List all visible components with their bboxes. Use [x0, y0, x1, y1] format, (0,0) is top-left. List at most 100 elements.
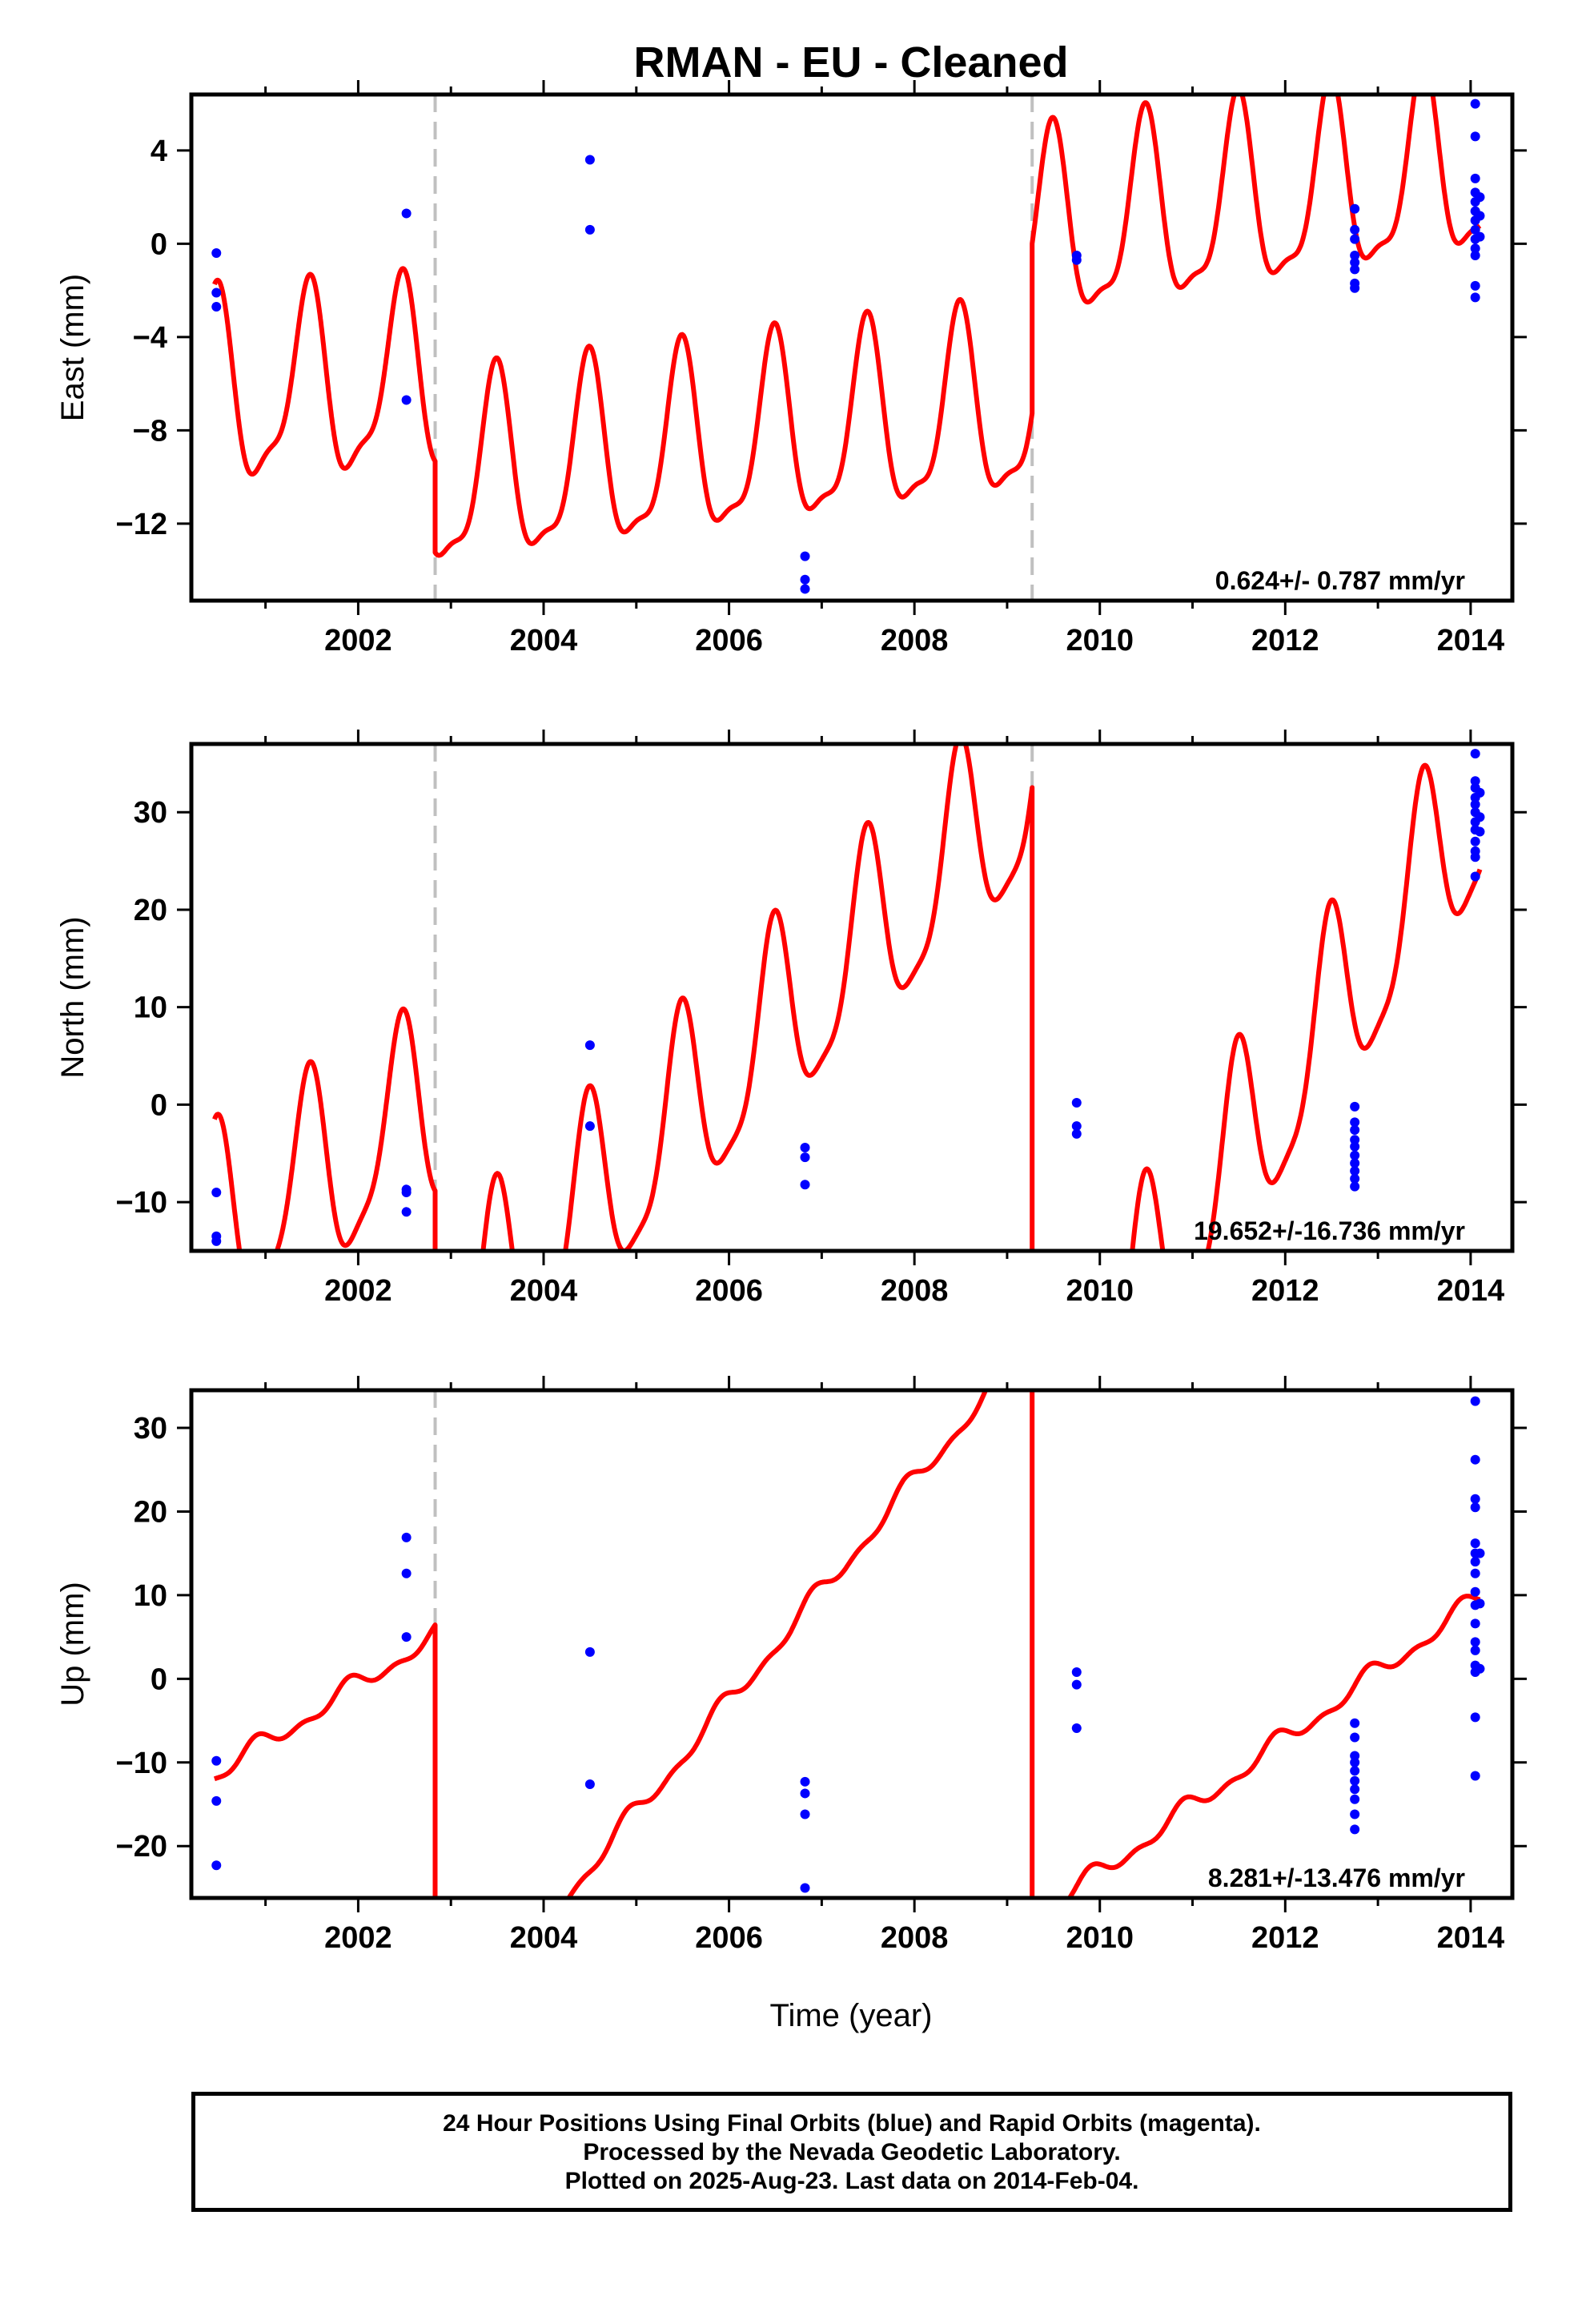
x-tick-label: 2004: [510, 624, 578, 657]
data-point: [800, 1152, 810, 1163]
data-point: [1475, 826, 1485, 837]
data-point: [211, 1755, 222, 1766]
data-point: [401, 1568, 412, 1578]
data-point: [584, 1647, 595, 1657]
data-point: [1470, 250, 1480, 260]
y-tick-label: 20: [134, 894, 167, 927]
x-tick-label: 2006: [695, 624, 763, 657]
y-tick-label: 10: [134, 991, 167, 1025]
y-tick-label: −8: [133, 414, 167, 448]
data-point: [1470, 1712, 1480, 1723]
data-point: [1350, 250, 1360, 260]
data-point: [1071, 255, 1082, 265]
north-y-axis-label: North (mm): [55, 916, 90, 1078]
x-tick-label: 2010: [1066, 1921, 1134, 1955]
x-tick-label: 2008: [881, 1921, 949, 1955]
up-rate-label: 8.281+/-13.476 mm/yr: [1208, 1864, 1465, 1892]
data-point: [800, 574, 810, 585]
data-point: [1470, 280, 1480, 291]
data-point: [1071, 1723, 1082, 1733]
data-point: [1350, 1794, 1360, 1804]
y-tick-label: 20: [134, 1495, 167, 1529]
x-tick-label: 2002: [324, 624, 392, 657]
x-tick-label: 2004: [510, 1274, 578, 1308]
x-tick-label: 2012: [1251, 1274, 1319, 1308]
data-point: [401, 1187, 412, 1197]
data-point: [1350, 1173, 1360, 1184]
footer-info-box: 24 Hour Positions Using Final Orbits (bl…: [191, 2092, 1512, 2212]
x-tick-label: 2010: [1066, 624, 1134, 657]
data-point: [1350, 1125, 1360, 1136]
data-point: [1470, 1645, 1480, 1655]
data-point: [1470, 1568, 1480, 1578]
data-point: [1470, 1502, 1480, 1513]
data-point: [401, 1532, 412, 1542]
data-point: [1475, 1663, 1485, 1674]
data-point: [1470, 1771, 1480, 1781]
data-point: [1350, 1166, 1360, 1176]
data-point: [800, 551, 810, 561]
data-point: [1350, 1757, 1360, 1767]
footer-line-orbits: 24 Hour Positions Using Final Orbits (bl…: [443, 2110, 1261, 2137]
data-point: [1475, 812, 1485, 822]
data-point: [1470, 131, 1480, 142]
data-point: [1475, 192, 1485, 203]
y-tick-label: −4: [133, 321, 167, 355]
data-point: [1470, 1396, 1480, 1406]
north-model-line: [212, 744, 1483, 1251]
up-panel: 2002 2004 2006 2008 2010 2012 2014 −20 −10 0 10 20 3…: [55, 1376, 1527, 1955]
data-point: [1350, 1751, 1360, 1761]
y-tick-label: 4: [151, 135, 167, 168]
data-point: [1071, 1128, 1082, 1139]
y-tick-label: 0: [151, 227, 167, 261]
data-point: [584, 224, 595, 235]
data-point: [1071, 1667, 1082, 1677]
data-point: [800, 1809, 810, 1819]
north-plot-frame: [189, 742, 1515, 1253]
data-point: [1470, 749, 1480, 759]
data-point: [584, 1121, 595, 1132]
data-point: [1350, 1141, 1360, 1152]
data-point: [800, 1883, 810, 1893]
data-point: [1350, 257, 1360, 267]
data-point: [1350, 1732, 1360, 1743]
data-point: [1350, 264, 1360, 275]
x-tick-label: 2012: [1251, 1921, 1319, 1955]
data-point: [401, 208, 412, 219]
data-point: [1350, 1158, 1360, 1168]
data-point: [1470, 776, 1480, 786]
data-point: [800, 1776, 810, 1787]
data-point: [1470, 1637, 1480, 1647]
data-point: [1071, 1679, 1082, 1690]
data-point: [401, 1207, 412, 1217]
data-point: [211, 1187, 222, 1197]
x-tick-label: 2002: [324, 1921, 392, 1955]
data-point: [1475, 1598, 1485, 1609]
x-tick-label: 2014: [1437, 1921, 1505, 1955]
data-point: [211, 1795, 222, 1806]
data-point: [1350, 1784, 1360, 1795]
data-point: [1475, 787, 1485, 798]
data-point: [1470, 1538, 1480, 1549]
east-panel: 2002 2004 2006 2008 2010 2012 2014 −12 −8 −4 0 4 Eas…: [55, 80, 1527, 657]
data-point: [1350, 224, 1360, 235]
east-plot-frame: [189, 92, 1515, 603]
data-point: [1470, 1557, 1480, 1567]
y-tick-label: −10: [116, 1747, 167, 1780]
data-point: [1350, 1150, 1360, 1160]
data-point: [1350, 1824, 1360, 1835]
data-point: [1350, 1809, 1360, 1819]
data-point: [1470, 1618, 1480, 1629]
data-point: [1475, 1548, 1485, 1558]
data-point: [800, 1788, 810, 1799]
x-tick-label: 2004: [510, 1921, 578, 1955]
chart-title: RMAN - EU - Cleaned: [633, 38, 1068, 86]
data-point: [1470, 173, 1480, 183]
north-panel: 2002 2004 2006 2008 2010 2012 2014 −10 0 10 20 30 No…: [55, 730, 1527, 1308]
east-rate-label: 0.624+/- 0.787 mm/yr: [1215, 566, 1465, 595]
data-point: [1071, 1121, 1082, 1132]
data-point: [800, 1180, 810, 1190]
data-point: [1470, 224, 1480, 235]
footer-line-plotted: Plotted on 2025-Aug-23. Last data on 201…: [564, 2168, 1139, 2194]
y-tick-label: −12: [116, 508, 167, 541]
